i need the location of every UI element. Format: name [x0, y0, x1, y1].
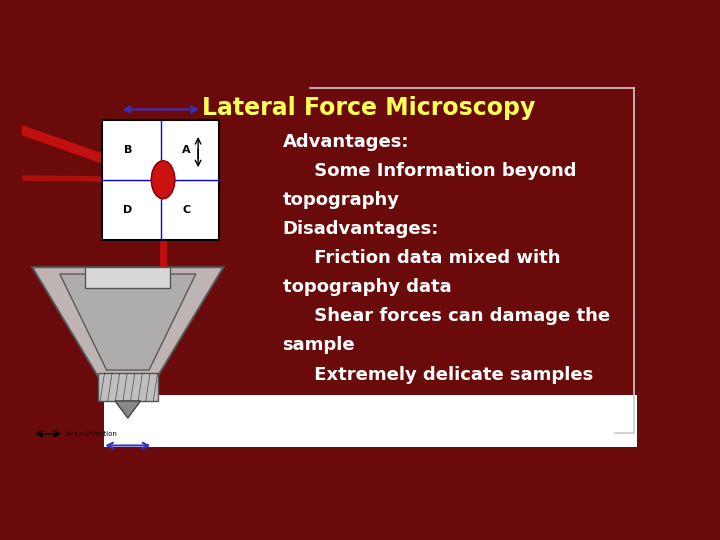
Text: Scan Direction: Scan Direction: [66, 431, 117, 437]
Text: Disadvantages:: Disadvantages:: [282, 220, 439, 238]
Text: Friction data mixed with: Friction data mixed with: [282, 249, 560, 267]
Bar: [104, 395, 637, 447]
Bar: [85, 267, 170, 288]
Text: D: D: [123, 205, 132, 215]
Text: C: C: [182, 205, 191, 215]
Bar: [102, 120, 219, 240]
Text: cannot  be imaged well: cannot be imaged well: [282, 395, 518, 413]
Text: topography data: topography data: [282, 278, 451, 296]
Text: sample: sample: [282, 336, 355, 354]
Text: Extremely delicate samples: Extremely delicate samples: [282, 366, 593, 383]
Text: B: B: [124, 145, 132, 155]
Text: topography: topography: [282, 191, 400, 209]
Text: Advantages:: Advantages:: [282, 133, 409, 151]
Text: Lateral Force Microscopy: Lateral Force Microscopy: [202, 97, 536, 120]
Polygon shape: [115, 401, 140, 418]
Bar: [98, 374, 158, 401]
Polygon shape: [32, 267, 223, 384]
Polygon shape: [60, 274, 196, 370]
Text: A: A: [182, 145, 191, 155]
Text: Shear forces can damage the: Shear forces can damage the: [282, 307, 610, 326]
Text: Some Information beyond: Some Information beyond: [282, 162, 576, 180]
Circle shape: [151, 161, 175, 199]
